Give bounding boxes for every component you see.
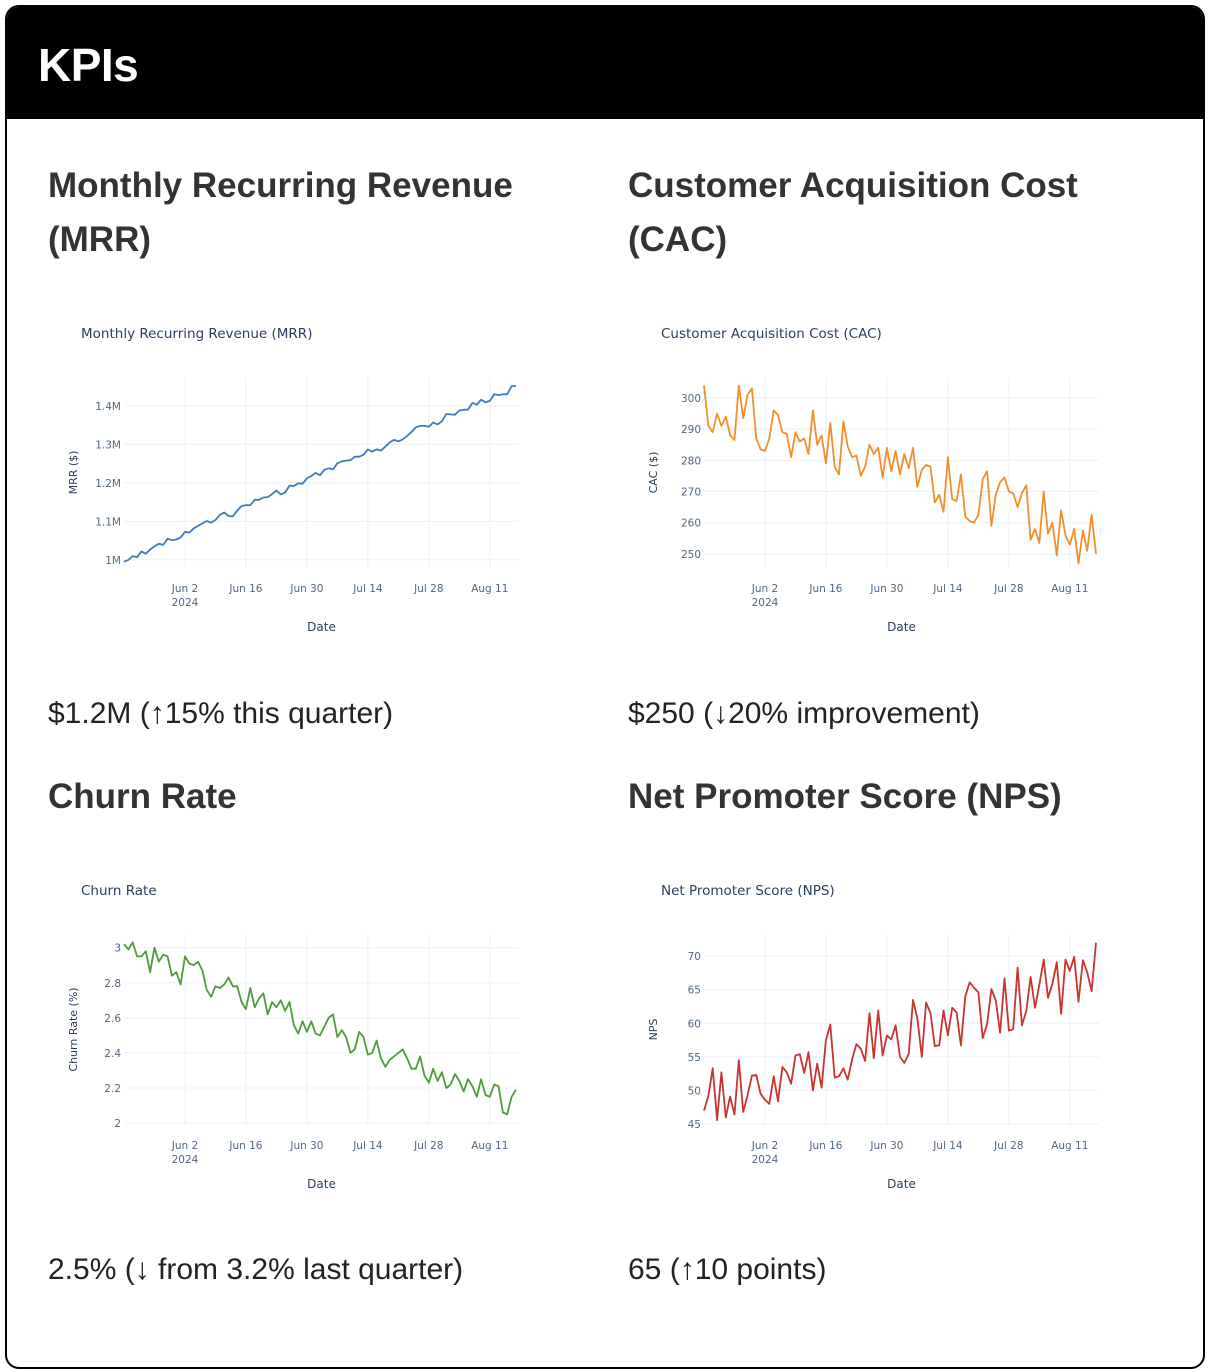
- y-tick-label: 1M: [105, 555, 121, 567]
- x-tick-label: Jul 28: [413, 583, 443, 595]
- y-tick-label: 1.4M: [95, 401, 121, 413]
- y-tick-label: 300: [681, 393, 701, 405]
- x-tick-label: Jul 14: [352, 1140, 383, 1152]
- churn-value: 2.5% (↓ from 3.2% last quarter): [48, 1253, 464, 1286]
- y-tick-label: 3: [114, 943, 121, 955]
- mrr-heading: Monthly Recurring Revenue (MRR): [48, 166, 513, 259]
- x-tick-label: Jun 2: [171, 583, 198, 595]
- y-tick-label: 55: [688, 1052, 701, 1064]
- x-tick-label: Jun 16: [808, 583, 842, 595]
- y-tick-label: 2.6: [104, 1013, 121, 1025]
- y-tick-label: 60: [688, 1018, 701, 1030]
- x-tick-label: Jun 16: [228, 1140, 262, 1152]
- y-tick-label: 45: [688, 1119, 701, 1131]
- nps-chart[interactable]: Net Promoter Score (NPS) Jun 2 2024 Jun 16 J…: [628, 857, 1168, 1207]
- x-tick-label: Jul 28: [993, 583, 1023, 595]
- chart-title: Customer Acquisition Cost (CAC): [661, 326, 882, 342]
- x-tick-label: Aug 11: [1051, 583, 1088, 595]
- x-tick-label: Jun 30: [289, 1140, 323, 1152]
- y-tick-label: 250: [681, 549, 701, 561]
- chart-title: Churn Rate: [81, 883, 157, 899]
- y-tick-label: 65: [688, 985, 701, 997]
- x-tick-year-label: 2024: [752, 597, 779, 609]
- y-tick-label: 2.8: [104, 978, 121, 990]
- y-axis-title: NPS: [647, 1019, 660, 1041]
- y-tick-label: 2: [114, 1118, 121, 1130]
- x-tick-label: Aug 11: [471, 1140, 508, 1152]
- nps-section: Net Promoter Score (NPS) Net Promoter Sc…: [628, 7, 1188, 1367]
- chart-title: Net Promoter Score (NPS): [661, 883, 835, 899]
- nps-value: 65 (↑10 points): [628, 1253, 827, 1286]
- y-tick-label: 280: [681, 455, 701, 467]
- x-tick-year-label: 2024: [172, 1154, 199, 1166]
- x-tick-label: Jun 16: [228, 583, 262, 595]
- x-tick-label: Jul 14: [932, 583, 963, 595]
- x-tick-label: Jun 30: [869, 1140, 903, 1152]
- series-line: [703, 942, 1097, 1121]
- churn-chart[interactable]: Churn Rate Jun 2 2024 Jun 16 Jun 30 Jul 14 Jul…: [48, 857, 588, 1207]
- y-tick-label: 270: [681, 487, 701, 499]
- cac-chart[interactable]: Customer Acquisition Cost (CAC) Jun 2 2024…: [628, 300, 1168, 650]
- mrr-section: Monthly Recurring Revenue (MRR) Monthly …: [48, 7, 608, 747]
- nps-heading: Net Promoter Score (NPS): [628, 777, 1062, 816]
- x-tick-label: Jun 2: [751, 583, 778, 595]
- x-tick-label: Jul 14: [932, 1140, 963, 1152]
- x-axis-title: Date: [887, 620, 916, 634]
- y-tick-label: 1.2M: [95, 478, 121, 490]
- x-axis-title: Date: [307, 620, 336, 634]
- series-line: [703, 384, 1097, 565]
- y-axis-title: CAC ($): [647, 452, 660, 494]
- kpi-dashboard: KPIs Monthly Recurring Revenue (MRR) Mon…: [5, 5, 1205, 1369]
- x-tick-label: Jul 28: [413, 1140, 443, 1152]
- x-tick-label: Jul 28: [993, 1140, 1023, 1152]
- chart-title: Monthly Recurring Revenue (MRR): [81, 326, 312, 342]
- y-axis-title: MRR ($): [67, 451, 80, 495]
- cac-value: $250 (↓20% improvement): [628, 697, 980, 730]
- cac-section: Customer Acquisition Cost (CAC) Customer…: [628, 7, 1188, 747]
- churn-section: Churn Rate Churn Rate Jun 2 2024 Jun 16 Jun …: [48, 7, 608, 1367]
- x-tick-year-label: 2024: [752, 1154, 779, 1166]
- y-tick-label: 2.2: [104, 1083, 121, 1095]
- series-line: [123, 941, 517, 1116]
- x-axis-title: Date: [307, 1177, 336, 1191]
- x-tick-label: Jun 2: [171, 1140, 198, 1152]
- y-tick-label: 2.4: [104, 1048, 121, 1060]
- churn-heading: Churn Rate: [48, 777, 237, 816]
- y-axis-title: Churn Rate (%): [67, 987, 80, 1071]
- cac-heading: Customer Acquisition Cost (CAC): [628, 166, 1078, 259]
- mrr-value: $1.2M (↑15% this quarter): [48, 697, 394, 730]
- header-bar: KPIs: [7, 7, 1203, 119]
- x-tick-label: Jul 14: [352, 583, 383, 595]
- series-line: [123, 385, 517, 563]
- y-tick-label: 1.3M: [95, 439, 121, 451]
- y-tick-label: 50: [688, 1085, 701, 1097]
- x-tick-label: Aug 11: [1051, 1140, 1088, 1152]
- y-tick-label: 260: [681, 518, 701, 530]
- x-axis-title: Date: [887, 1177, 916, 1191]
- x-tick-year-label: 2024: [172, 597, 199, 609]
- x-tick-label: Jun 16: [808, 1140, 842, 1152]
- x-tick-label: Jun 30: [289, 583, 323, 595]
- y-tick-label: 290: [681, 424, 701, 436]
- x-tick-label: Aug 11: [471, 583, 508, 595]
- x-tick-label: Jun 2: [751, 1140, 778, 1152]
- y-tick-label: 70: [688, 951, 701, 963]
- x-tick-label: Jun 30: [869, 583, 903, 595]
- mrr-chart[interactable]: Monthly Recurring Revenue (MRR) Jun 2 2024…: [48, 300, 588, 650]
- y-tick-label: 1.1M: [95, 516, 121, 528]
- page-title: KPIs: [38, 39, 139, 91]
